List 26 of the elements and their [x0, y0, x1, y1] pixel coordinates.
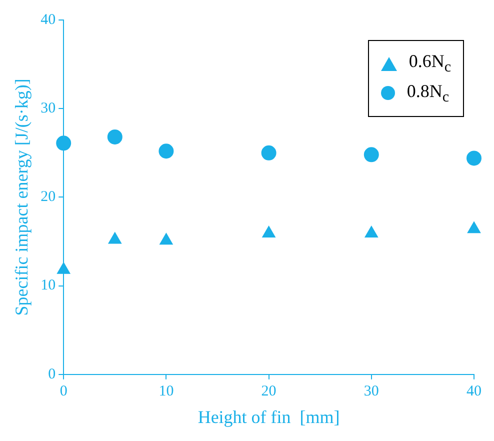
x-tick-label: 10 [158, 383, 174, 400]
y-tick-label: 40 [40, 12, 56, 28]
x-tick-label: 20 [261, 383, 276, 400]
y-axis-title: Specific impact energy [J/(s·kg)] [12, 78, 32, 316]
x-tick-label: 30 [364, 383, 379, 400]
y-tick-label: 0 [48, 366, 56, 382]
x-tick-label: 40 [466, 383, 482, 400]
legend-label: 0.8N$_{c}$ [406, 80, 449, 106]
point [466, 150, 482, 166]
point [56, 136, 72, 151]
point [57, 262, 70, 274]
point [467, 222, 481, 234]
point [364, 147, 379, 162]
y-tick-label: 20 [40, 189, 56, 206]
y-tick-label: 10 [40, 278, 56, 294]
x-axis-title: Height of fin [mm] [198, 406, 340, 427]
point [158, 144, 174, 159]
point [364, 226, 378, 238]
point [262, 226, 276, 238]
legend-label: 0.6N$_{c}$ [408, 51, 451, 77]
x-tick-label: 0 [60, 383, 68, 400]
point [107, 129, 122, 144]
point [108, 232, 122, 244]
y-tick-label: 30 [40, 100, 56, 117]
point [261, 145, 276, 160]
point [160, 233, 173, 245]
